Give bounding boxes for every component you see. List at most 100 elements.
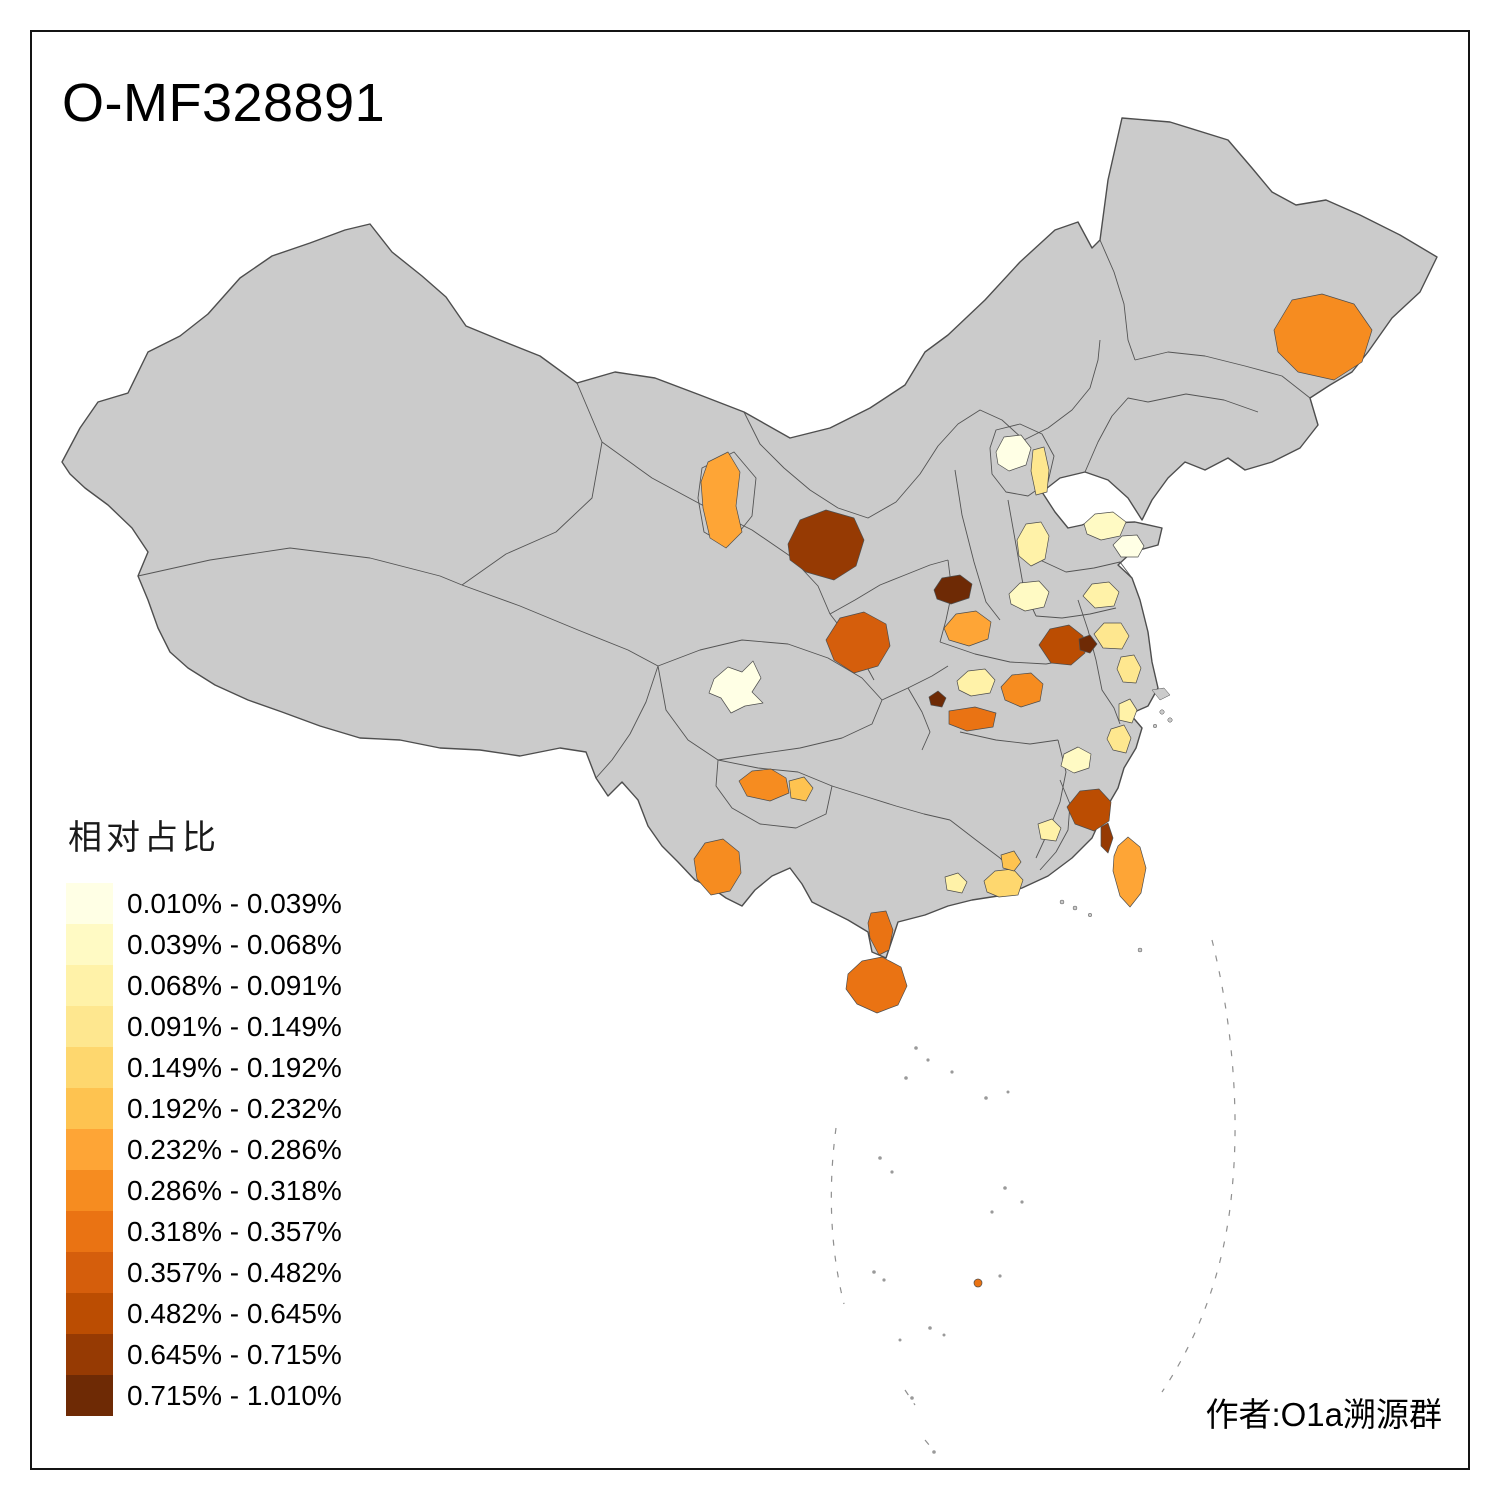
sea-dash-west: [830, 1127, 845, 1305]
south-china-sea-islands: [872, 1046, 1024, 1454]
legend-row: 0.232% - 0.286%: [66, 1129, 342, 1170]
island-dot: [878, 1156, 882, 1160]
region-zhanjiang-guangdong: [867, 910, 894, 956]
region-guangdong-west: [944, 872, 968, 894]
island-dot: [914, 1046, 918, 1050]
legend-row: 0.010% - 0.039%: [66, 883, 342, 924]
legend-row: 0.149% - 0.192%: [66, 1047, 342, 1088]
region-jiangxi-north: [1060, 746, 1092, 774]
region-taiyuan-shanxi: [1016, 521, 1050, 567]
island-chongming: [1151, 687, 1171, 701]
island-dot: [950, 1070, 954, 1074]
author-credit: 作者:O1a溯源群: [1205, 1396, 1442, 1433]
legend-swatch: [66, 883, 113, 924]
legend-class-label: 0.149% - 0.192%: [127, 1051, 342, 1083]
legend-class-label: 0.039% - 0.068%: [127, 928, 342, 960]
region-henan-east: [1008, 580, 1050, 612]
island-dot: [904, 1076, 908, 1080]
region-luoyang-henan: [943, 610, 992, 647]
legend-swatch: [66, 1334, 113, 1375]
region-jiangsu-middle: [1093, 622, 1130, 650]
legend-row: 0.068% - 0.091%: [66, 965, 342, 1006]
legend-class-label: 0.010% - 0.039%: [127, 887, 342, 919]
legend-class-label: 0.286% - 0.318%: [127, 1174, 342, 1206]
region-chongqing-center: [928, 690, 947, 708]
island-dot: [932, 1450, 936, 1454]
legend-swatch: [66, 1006, 113, 1047]
legend-rows: 0.010% - 0.039% 0.039% - 0.068% 0.068% -…: [66, 883, 342, 1416]
region-zhejiang-coast: [1106, 724, 1132, 754]
legend-row: 0.357% - 0.482%: [66, 1252, 342, 1293]
island-dot: [928, 1326, 932, 1330]
region-tongchuan-shaanxi: [933, 574, 973, 605]
legend-class-label: 0.068% - 0.091%: [127, 969, 342, 1001]
region-shandong-east: [1112, 534, 1145, 558]
region-quanzhou-fujian: [1066, 788, 1112, 832]
region-kunming-yunnan: [693, 838, 742, 896]
region-guangdong-north-dot: [1000, 850, 1022, 872]
legend-class-label: 0.645% - 0.715%: [127, 1338, 342, 1370]
region-hainan: [845, 956, 908, 1014]
legend-swatch: [66, 1170, 113, 1211]
sea-boundary-dashes: [830, 939, 1236, 1453]
region-jiangsu-coast: [1116, 654, 1142, 684]
legend-class-label: 0.091% - 0.149%: [127, 1010, 342, 1042]
legend-title: 相对占比: [68, 819, 220, 857]
region-guizhou-east: [788, 776, 814, 802]
legend-swatch: [66, 1293, 113, 1334]
region-anhui-east-dot: [1078, 634, 1098, 654]
legend-swatch: [66, 1047, 113, 1088]
legend-row: 0.192% - 0.232%: [66, 1088, 342, 1129]
legend-class-label: 0.357% - 0.482%: [127, 1256, 342, 1288]
region-baiyin-gansu: [787, 509, 865, 581]
island-dot: [910, 1396, 914, 1400]
island-dot: [1059, 899, 1065, 905]
region-shandong-north: [1083, 511, 1127, 541]
coastal-islands: [1059, 687, 1173, 953]
region-zhejiang-north: [1118, 698, 1138, 724]
legend: 相对占比 0.010% - 0.039% 0.039% - 0.068% 0.0…: [66, 810, 342, 1416]
island-dot: [1003, 1186, 1007, 1190]
region-guizhou-west: [738, 768, 790, 802]
region-hanzhong-shaanxi: [825, 611, 891, 674]
legend-row: 0.482% - 0.645%: [66, 1293, 342, 1334]
legend-class-label: 0.192% - 0.232%: [127, 1092, 342, 1124]
region-taiwan: [1112, 836, 1147, 908]
region-guangdong-east: [983, 868, 1024, 898]
island-dot: [1167, 717, 1173, 723]
island-dot: [990, 1210, 994, 1214]
legend-swatch: [66, 1211, 113, 1252]
legend-swatch: [66, 924, 113, 965]
map-title: O-MF328891: [62, 73, 386, 133]
island-dot: [998, 1274, 1002, 1278]
legend-swatch: [66, 965, 113, 1006]
sea-dash-south: [904, 1389, 936, 1453]
province-borders: [137, 239, 1311, 877]
legend-row: 0.091% - 0.149%: [66, 1006, 342, 1047]
region-paracel-island: [973, 1278, 983, 1288]
sea-dash-east: [1161, 939, 1236, 1393]
region-jiamusi-heilongjiang: [1273, 293, 1373, 381]
region-jiangsu-north: [1082, 581, 1120, 609]
island-dot: [1159, 709, 1165, 715]
island-dot: [1072, 905, 1078, 911]
region-hunan-south: [1037, 818, 1062, 842]
island-dot: [1020, 1200, 1024, 1204]
island-dot: [882, 1278, 886, 1282]
island-dot: [1006, 1090, 1010, 1094]
island-dot: [898, 1338, 902, 1342]
legend-row: 0.039% - 0.068%: [66, 924, 342, 965]
highlighted-prefectures: [693, 293, 1373, 1288]
region-yinchuan-ningxia: [700, 451, 743, 549]
legend-swatch: [66, 1252, 113, 1293]
island-dot: [1137, 947, 1143, 953]
region-hubei-north: [956, 668, 996, 697]
legend-swatch: [66, 1129, 113, 1170]
region-fujian-coast-sliver: [1100, 822, 1114, 854]
island-dot: [872, 1270, 876, 1274]
legend-row: 0.645% - 0.715%: [66, 1334, 342, 1375]
island-dot: [942, 1333, 946, 1337]
legend-class-label: 0.232% - 0.286%: [127, 1133, 342, 1165]
